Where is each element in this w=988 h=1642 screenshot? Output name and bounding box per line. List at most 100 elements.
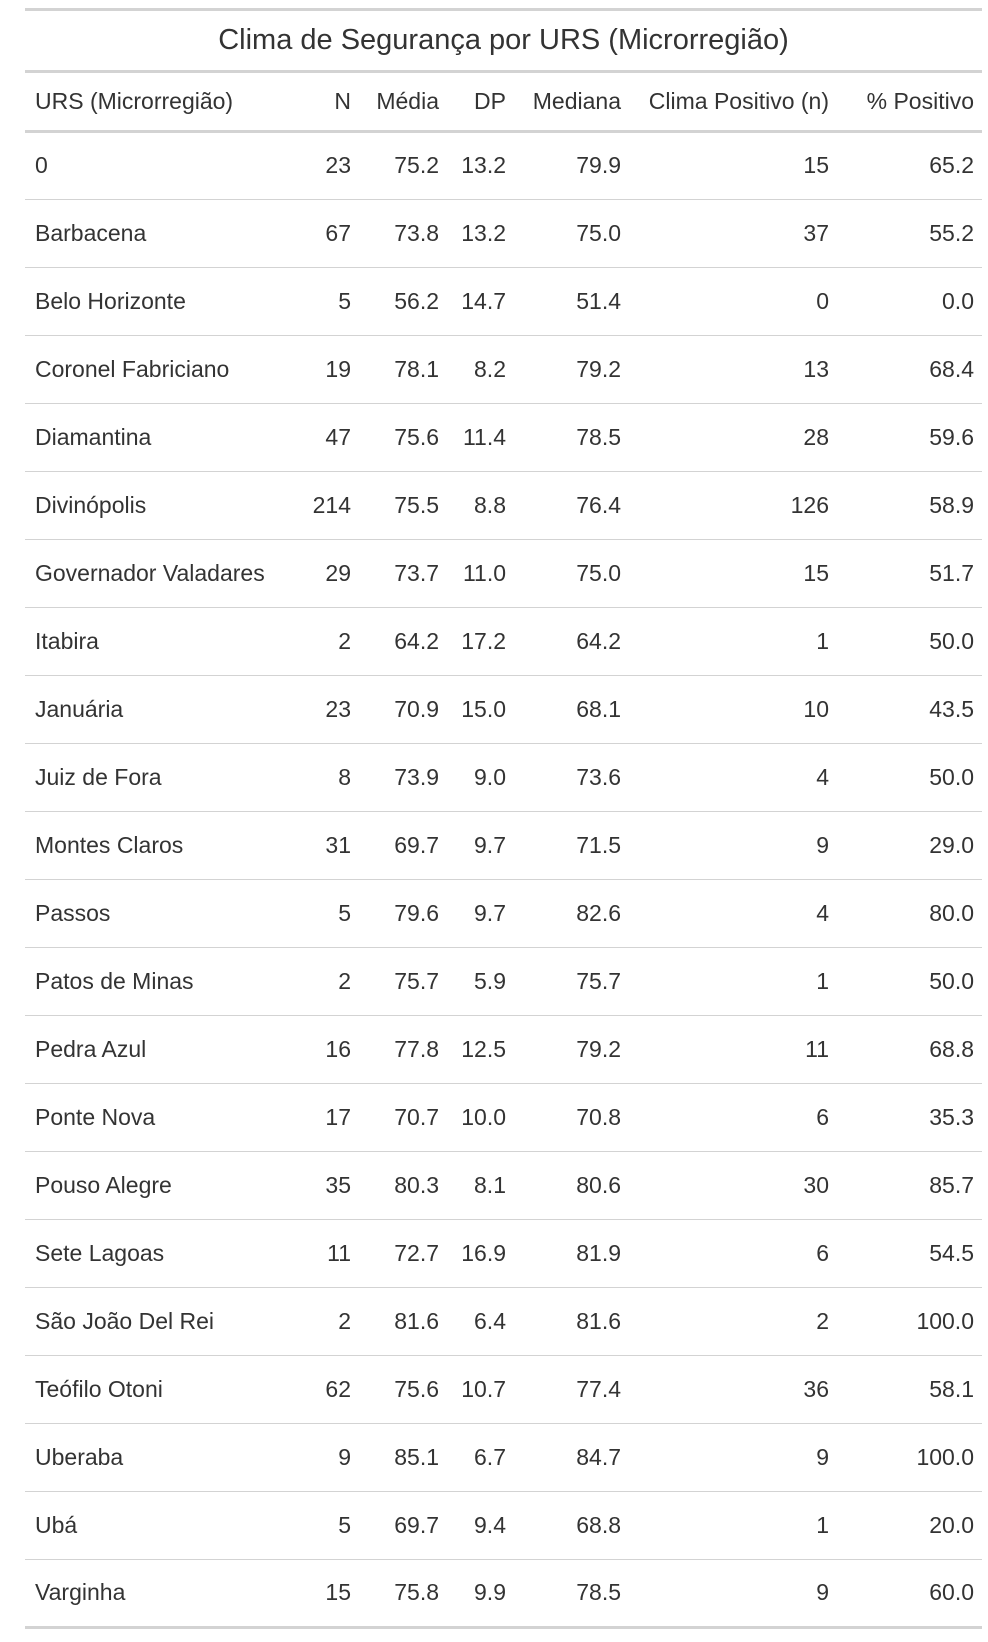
cell-media: 64.2 [359, 607, 447, 676]
cell-urs: Patos de Minas [25, 947, 287, 1016]
column-header-urs: URS (Microrregião) [25, 73, 287, 133]
cell-media: 73.7 [359, 539, 447, 608]
table-row: 0 23 75.2 13.2 79.9 15 65.2 [25, 131, 982, 200]
cell-media: 75.5 [359, 471, 447, 540]
cell-media: 73.9 [359, 743, 447, 812]
cell-mediana: 51.4 [514, 267, 629, 336]
table-row: Ubá 5 69.7 9.4 68.8 1 20.0 [25, 1491, 982, 1560]
cell-clima-positivo: 0 [629, 267, 837, 336]
table-row: Pedra Azul 16 77.8 12.5 79.2 11 68.8 [25, 1015, 982, 1084]
table-row: Juiz de Fora 8 73.9 9.0 73.6 4 50.0 [25, 743, 982, 812]
cell-clima-positivo: 10 [629, 675, 837, 744]
cell-n: 67 [287, 199, 359, 268]
cell-urs: Passos [25, 879, 287, 948]
cell-dp: 8.2 [447, 335, 514, 404]
cell-urs: Governador Valadares [25, 539, 287, 608]
table-row: Uberaba 9 85.1 6.7 84.7 9 100.0 [25, 1423, 982, 1492]
cell-percent-positivo: 58.9 [837, 471, 982, 540]
cell-n: 9 [287, 1423, 359, 1492]
cell-n: 2 [287, 947, 359, 1016]
table-body: 0 23 75.2 13.2 79.9 15 65.2 Barbacena 67 73.8 13.2… [25, 131, 982, 1629]
column-header-percent-positivo: % Positivo [837, 73, 982, 133]
cell-dp: 17.2 [447, 607, 514, 676]
data-table-container: Clima de Segurança por URS (Microrregião… [25, 8, 982, 1629]
cell-mediana: 71.5 [514, 811, 629, 880]
cell-media: 69.7 [359, 811, 447, 880]
cell-dp: 11.4 [447, 403, 514, 472]
cell-media: 77.8 [359, 1015, 447, 1084]
cell-percent-positivo: 60.0 [837, 1559, 982, 1629]
cell-clima-positivo: 37 [629, 199, 837, 268]
cell-media: 78.1 [359, 335, 447, 404]
cell-mediana: 81.6 [514, 1287, 629, 1356]
cell-media: 75.8 [359, 1559, 447, 1629]
cell-n: 29 [287, 539, 359, 608]
cell-clima-positivo: 9 [629, 1423, 837, 1492]
cell-media: 73.8 [359, 199, 447, 268]
cell-mediana: 68.8 [514, 1491, 629, 1560]
cell-dp: 11.0 [447, 539, 514, 608]
cell-dp: 9.7 [447, 811, 514, 880]
cell-dp: 13.2 [447, 131, 514, 200]
cell-clima-positivo: 28 [629, 403, 837, 472]
cell-mediana: 76.4 [514, 471, 629, 540]
cell-percent-positivo: 0.0 [837, 267, 982, 336]
cell-urs: 0 [25, 131, 287, 200]
cell-n: 2 [287, 1287, 359, 1356]
cell-dp: 12.5 [447, 1015, 514, 1084]
table-row: Ponte Nova 17 70.7 10.0 70.8 6 35.3 [25, 1083, 982, 1152]
cell-n: 47 [287, 403, 359, 472]
cell-n: 2 [287, 607, 359, 676]
cell-dp: 15.0 [447, 675, 514, 744]
cell-percent-positivo: 55.2 [837, 199, 982, 268]
cell-dp: 9.0 [447, 743, 514, 812]
cell-dp: 9.7 [447, 879, 514, 948]
cell-mediana: 64.2 [514, 607, 629, 676]
cell-mediana: 73.6 [514, 743, 629, 812]
column-header-clima-positivo: Clima Positivo (n) [629, 73, 837, 133]
cell-urs: São João Del Rei [25, 1287, 287, 1356]
cell-dp: 13.2 [447, 199, 514, 268]
cell-clima-positivo: 1 [629, 947, 837, 1016]
cell-mediana: 79.2 [514, 335, 629, 404]
cell-mediana: 79.2 [514, 1015, 629, 1084]
cell-percent-positivo: 35.3 [837, 1083, 982, 1152]
cell-dp: 9.4 [447, 1491, 514, 1560]
cell-percent-positivo: 100.0 [837, 1423, 982, 1492]
cell-clima-positivo: 15 [629, 131, 837, 200]
cell-urs: Juiz de Fora [25, 743, 287, 812]
cell-media: 72.7 [359, 1219, 447, 1288]
cell-n: 17 [287, 1083, 359, 1152]
cell-n: 19 [287, 335, 359, 404]
cell-mediana: 78.5 [514, 1559, 629, 1629]
cell-clima-positivo: 4 [629, 879, 837, 948]
cell-mediana: 68.1 [514, 675, 629, 744]
table-row: Coronel Fabriciano 19 78.1 8.2 79.2 13 68.4 [25, 335, 982, 404]
cell-urs: Pouso Alegre [25, 1151, 287, 1220]
cell-urs: Varginha [25, 1559, 287, 1629]
cell-urs: Belo Horizonte [25, 267, 287, 336]
column-header-dp: DP [447, 73, 514, 133]
cell-percent-positivo: 80.0 [837, 879, 982, 948]
cell-mediana: 77.4 [514, 1355, 629, 1424]
cell-n: 5 [287, 879, 359, 948]
cell-mediana: 78.5 [514, 403, 629, 472]
cell-dp: 10.0 [447, 1083, 514, 1152]
column-header-mediana: Mediana [514, 73, 629, 133]
table-row: Diamantina 47 75.6 11.4 78.5 28 59.6 [25, 403, 982, 472]
cell-urs: Coronel Fabriciano [25, 335, 287, 404]
cell-media: 79.6 [359, 879, 447, 948]
cell-n: 5 [287, 1491, 359, 1560]
header-row: URS (Microrregião) N Média DP Mediana Cl… [25, 73, 982, 133]
cell-clima-positivo: 4 [629, 743, 837, 812]
cell-dp: 6.4 [447, 1287, 514, 1356]
cell-clima-positivo: 1 [629, 607, 837, 676]
cell-percent-positivo: 100.0 [837, 1287, 982, 1356]
cell-percent-positivo: 68.8 [837, 1015, 982, 1084]
cell-mediana: 75.7 [514, 947, 629, 1016]
column-header-n: N [287, 73, 359, 133]
cell-media: 70.7 [359, 1083, 447, 1152]
cell-n: 23 [287, 675, 359, 744]
cell-media: 75.6 [359, 1355, 447, 1424]
cell-clima-positivo: 9 [629, 811, 837, 880]
